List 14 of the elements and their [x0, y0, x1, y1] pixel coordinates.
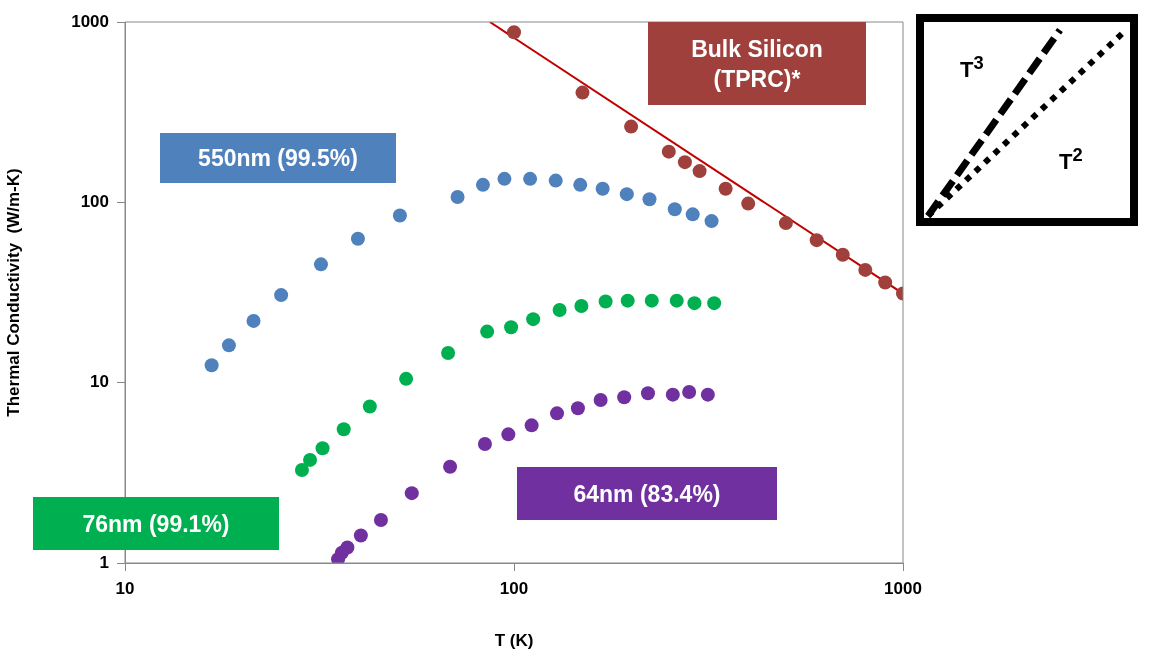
name-tag: Bulk Silicon (TPRC)* — [648, 22, 866, 105]
x-axis-title: T (K) — [494, 631, 534, 651]
x-tick-label: 10 — [115, 578, 135, 598]
y-tick-label: 1 — [99, 552, 109, 572]
x-tick-label: 1000 — [884, 578, 922, 598]
name-tag: 76nm (99.1%) — [33, 497, 279, 550]
name-tag: 64nm (83.4%) — [517, 467, 777, 520]
y-tick-label: 100 — [80, 192, 109, 212]
y-tick-label: 10 — [90, 372, 109, 392]
x-tick-label: 100 — [499, 578, 529, 598]
y-tick-label: 1000 — [71, 11, 109, 31]
slope-key-box: T$^{3}$ T$^{2}$ — [916, 14, 1138, 226]
name-tag: 550nm (99.5%) — [160, 133, 396, 183]
y-axis-title: Thermal Conductivity (W/m-K) — [3, 168, 23, 417]
